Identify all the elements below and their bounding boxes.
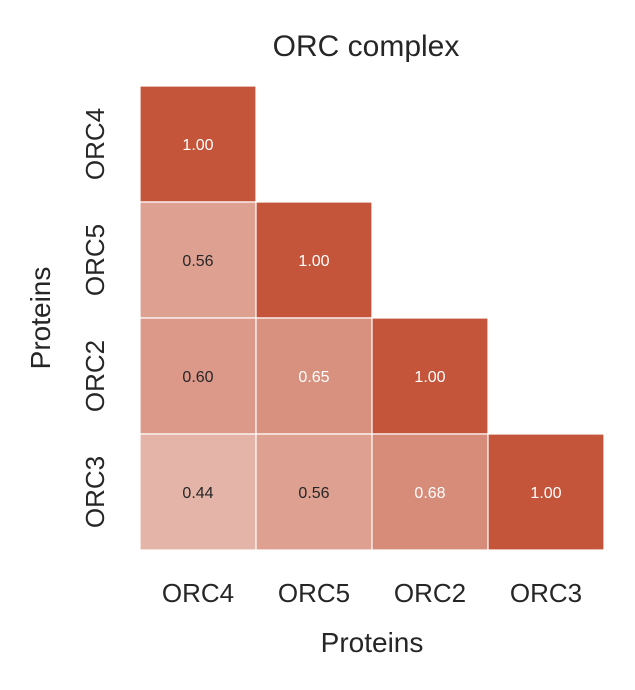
y-tick-label: ORC5	[80, 224, 110, 296]
heatmap-cell	[139, 317, 257, 435]
heatmap-cell-label: 1.00	[298, 253, 329, 270]
heatmap-cell	[487, 433, 605, 551]
heatmap-cell-label: 0.56	[182, 253, 213, 270]
heatmap-cell-label: 0.56	[298, 485, 329, 502]
heatmap-cells: 1.00 0.56 1.00 0.60 0.65 1.00 0.44 0.56 0.68 1.00	[139, 85, 605, 551]
x-tick-label: ORC2	[394, 578, 466, 608]
y-tick-label: ORC3	[80, 456, 110, 528]
heatmap-cell	[255, 317, 373, 435]
heatmap-cell	[139, 433, 257, 551]
x-tick-label: ORC5	[278, 578, 350, 608]
heatmap-cell-label: 0.44	[182, 485, 213, 502]
y-axis-label: Proteins	[25, 267, 56, 370]
y-tick-label: ORC4	[80, 108, 110, 180]
x-tick-label: ORC3	[510, 578, 582, 608]
heatmap-cell	[255, 433, 373, 551]
heatmap-cell-label: 0.65	[298, 369, 329, 386]
heatmap-cell-label: 0.68	[414, 485, 445, 502]
heatmap-cell	[255, 201, 373, 319]
heatmap-cell-label: 1.00	[182, 137, 213, 154]
chart-title: ORC complex	[273, 30, 460, 63]
heatmap-cell-label: 1.00	[530, 485, 561, 502]
heatmap-cell-label: 1.00	[414, 369, 445, 386]
x-axis-label: Proteins	[321, 627, 424, 658]
heatmap-cell	[371, 317, 489, 435]
heatmap-cell	[371, 433, 489, 551]
x-tick-labels: ORC4 ORC5 ORC2 ORC3	[162, 578, 582, 608]
y-tick-labels: ORC4 ORC5 ORC2 ORC3	[80, 108, 110, 528]
heatmap-cell	[139, 85, 257, 203]
heatmap-cell	[139, 201, 257, 319]
heatmap-cell-label: 0.60	[182, 369, 213, 386]
x-tick-label: ORC4	[162, 578, 234, 608]
y-tick-label: ORC2	[80, 340, 110, 412]
